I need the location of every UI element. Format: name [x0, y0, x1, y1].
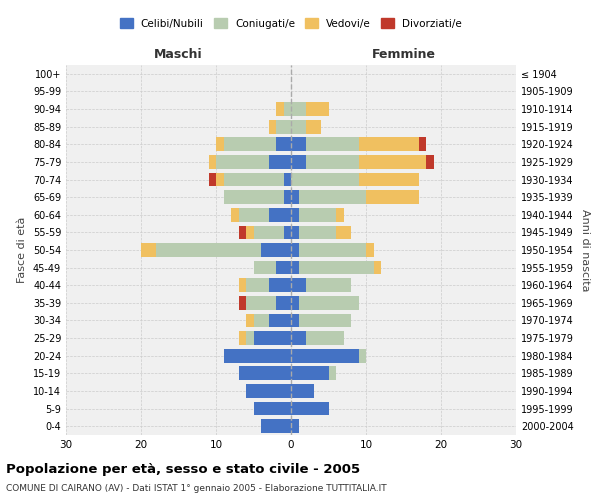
- Bar: [223, 138, 276, 151]
- Bar: [306, 120, 321, 134]
- Text: Popolazione per età, sesso e stato civile - 2005: Popolazione per età, sesso e stato civil…: [6, 462, 360, 475]
- Bar: [254, 402, 291, 415]
- Bar: [359, 138, 419, 151]
- Bar: [291, 278, 306, 292]
- Bar: [291, 102, 306, 116]
- Bar: [306, 278, 351, 292]
- Bar: [284, 190, 291, 204]
- Bar: [291, 384, 314, 398]
- Bar: [239, 278, 246, 292]
- Bar: [291, 138, 306, 151]
- Bar: [276, 260, 291, 274]
- Y-axis label: Fasce di età: Fasce di età: [17, 217, 27, 283]
- Bar: [299, 243, 366, 257]
- Bar: [216, 155, 269, 169]
- Bar: [276, 102, 284, 116]
- Bar: [291, 260, 299, 274]
- Bar: [306, 331, 343, 345]
- Bar: [306, 102, 329, 116]
- Bar: [291, 243, 299, 257]
- Bar: [246, 314, 254, 328]
- Bar: [291, 120, 306, 134]
- Bar: [254, 314, 269, 328]
- Bar: [216, 172, 223, 186]
- Bar: [299, 208, 336, 222]
- Bar: [231, 208, 239, 222]
- Bar: [291, 314, 299, 328]
- Bar: [209, 172, 216, 186]
- Legend: Celibi/Nubili, Coniugati/e, Vedovi/e, Divorziati/e: Celibi/Nubili, Coniugati/e, Vedovi/e, Di…: [120, 18, 462, 28]
- Text: Femmine: Femmine: [371, 48, 436, 62]
- Y-axis label: Anni di nascita: Anni di nascita: [580, 209, 590, 291]
- Bar: [291, 155, 306, 169]
- Bar: [419, 138, 426, 151]
- Bar: [359, 349, 366, 362]
- Bar: [291, 420, 299, 433]
- Text: Maschi: Maschi: [154, 48, 203, 62]
- Bar: [336, 208, 343, 222]
- Bar: [246, 331, 254, 345]
- Bar: [261, 420, 291, 433]
- Bar: [223, 190, 284, 204]
- Bar: [239, 296, 246, 310]
- Bar: [246, 226, 254, 239]
- Bar: [223, 172, 284, 186]
- Bar: [276, 120, 291, 134]
- Bar: [209, 155, 216, 169]
- Bar: [284, 172, 291, 186]
- Bar: [239, 208, 269, 222]
- Bar: [246, 278, 269, 292]
- Bar: [291, 190, 299, 204]
- Bar: [269, 155, 291, 169]
- Bar: [291, 331, 306, 345]
- Bar: [359, 172, 419, 186]
- Bar: [223, 349, 291, 362]
- Bar: [254, 260, 276, 274]
- Bar: [284, 102, 291, 116]
- Bar: [299, 190, 366, 204]
- Bar: [239, 366, 291, 380]
- Bar: [291, 208, 299, 222]
- Bar: [291, 349, 359, 362]
- Bar: [359, 155, 426, 169]
- Bar: [284, 226, 291, 239]
- Bar: [299, 314, 351, 328]
- Bar: [254, 226, 284, 239]
- Bar: [269, 278, 291, 292]
- Bar: [291, 366, 329, 380]
- Bar: [269, 208, 291, 222]
- Bar: [366, 190, 419, 204]
- Bar: [261, 243, 291, 257]
- Bar: [246, 296, 276, 310]
- Bar: [366, 243, 373, 257]
- Bar: [329, 366, 336, 380]
- Bar: [336, 226, 351, 239]
- Bar: [156, 243, 261, 257]
- Bar: [276, 138, 291, 151]
- Bar: [299, 296, 359, 310]
- Bar: [291, 402, 329, 415]
- Bar: [291, 172, 359, 186]
- Bar: [216, 138, 223, 151]
- Bar: [239, 331, 246, 345]
- Bar: [306, 138, 359, 151]
- Bar: [276, 296, 291, 310]
- Bar: [246, 384, 291, 398]
- Bar: [269, 120, 276, 134]
- Bar: [299, 260, 373, 274]
- Bar: [426, 155, 433, 169]
- Bar: [254, 331, 291, 345]
- Bar: [291, 296, 299, 310]
- Bar: [291, 226, 299, 239]
- Bar: [141, 243, 156, 257]
- Bar: [306, 155, 359, 169]
- Bar: [269, 314, 291, 328]
- Text: COMUNE DI CAIRANO (AV) - Dati ISTAT 1° gennaio 2005 - Elaborazione TUTTITALIA.IT: COMUNE DI CAIRANO (AV) - Dati ISTAT 1° g…: [6, 484, 386, 493]
- Bar: [373, 260, 381, 274]
- Bar: [239, 226, 246, 239]
- Bar: [299, 226, 336, 239]
